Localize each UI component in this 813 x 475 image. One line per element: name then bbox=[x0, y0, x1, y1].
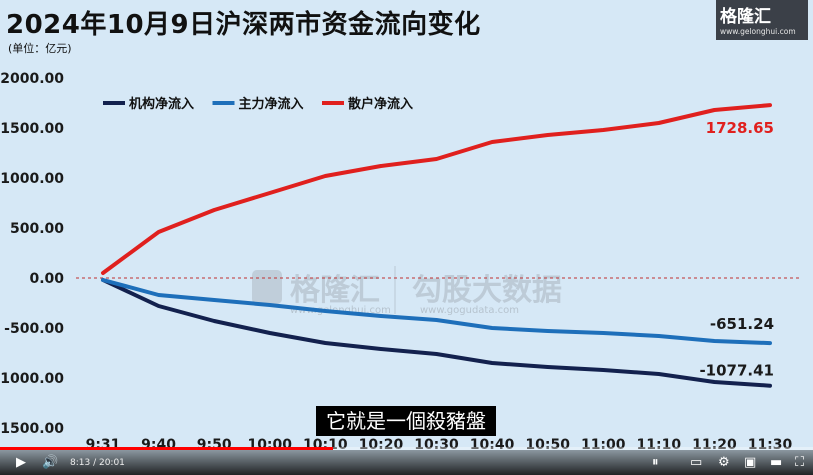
data-point-retail bbox=[268, 191, 272, 195]
watermark-partner-url: www.gogudata.com bbox=[420, 305, 519, 316]
autoplay-toggle-icon[interactable]: ⏸ bbox=[652, 455, 659, 470]
data-point-main_force bbox=[712, 339, 716, 343]
captions-icon[interactable]: ▭ bbox=[690, 455, 703, 470]
watermark-partner: 勾股大数据 bbox=[412, 273, 562, 308]
logo-url: www.gelonghui.com bbox=[720, 27, 796, 36]
end-value-label: -1077.41 bbox=[699, 362, 774, 380]
data-point-retail bbox=[435, 157, 438, 161]
video-progress-bar[interactable] bbox=[0, 447, 813, 450]
data-point-institution bbox=[379, 347, 383, 351]
data-point-institution bbox=[323, 341, 327, 345]
data-point-main_force bbox=[768, 341, 772, 345]
end-value-label: 1728.65 bbox=[706, 119, 774, 137]
data-point-retail bbox=[490, 140, 494, 144]
settings-gear-icon[interactable]: ⚙ bbox=[718, 455, 730, 470]
watermark-logo-icon bbox=[252, 270, 282, 304]
data-point-retail bbox=[712, 108, 716, 112]
data-point-institution bbox=[212, 319, 216, 323]
data-point-main_force bbox=[268, 303, 272, 307]
data-point-main_force bbox=[212, 298, 216, 302]
data-point-main_force bbox=[546, 329, 550, 333]
video-subtitle: 它就是一個殺豬盤 bbox=[316, 406, 496, 436]
y-tick-label: 2000.00 bbox=[0, 71, 64, 87]
play-icon[interactable]: ▶ bbox=[16, 455, 26, 470]
data-point-main_force bbox=[157, 293, 161, 297]
line-chart: 格隆汇 www.gelonghui.com 勾股大数据 www.gogudata… bbox=[0, 71, 800, 450]
y-tick-label: -1500.00 bbox=[0, 421, 64, 437]
watermark: 格隆汇 www.gelonghui.com 勾股大数据 www.gogudata… bbox=[252, 266, 562, 316]
data-point-retail bbox=[546, 133, 550, 137]
data-point-retail bbox=[601, 128, 605, 132]
x-tick-label: 11:00 bbox=[581, 437, 626, 450]
x-tick-label: 10:50 bbox=[525, 437, 570, 450]
x-tick-label: 10:00 bbox=[247, 437, 292, 450]
data-point-institution bbox=[657, 372, 661, 376]
data-point-main_force bbox=[490, 326, 494, 330]
legend-label: 散户净流入 bbox=[348, 96, 413, 112]
video-progress-fill bbox=[0, 447, 334, 450]
video-time: 8:13 / 20:01 bbox=[70, 458, 125, 468]
x-tick-label: 11:10 bbox=[637, 437, 682, 450]
legend-label: 机构净流入 bbox=[129, 96, 194, 112]
x-tick-label: 9:31 bbox=[86, 437, 121, 450]
data-point-institution bbox=[546, 365, 550, 369]
y-tick-label: -1000.00 bbox=[0, 371, 64, 387]
data-point-retail bbox=[101, 271, 105, 275]
legend-label: 主力净流入 bbox=[239, 96, 304, 112]
logo-text: 格隆汇 bbox=[720, 7, 771, 27]
data-point-main_force bbox=[657, 334, 661, 338]
x-tick-label: 11:20 bbox=[692, 437, 737, 450]
data-point-main_force bbox=[323, 309, 327, 313]
video-player-controls bbox=[0, 450, 813, 475]
y-tick-label: 500.00 bbox=[10, 221, 64, 237]
y-tick-label: 1500.00 bbox=[0, 121, 64, 137]
data-point-retail bbox=[657, 121, 661, 125]
x-tick-label: 10:20 bbox=[359, 437, 404, 450]
data-point-retail bbox=[212, 208, 216, 212]
y-tick-label: 0.00 bbox=[29, 271, 64, 287]
miniplayer-icon[interactable]: ▣ bbox=[744, 455, 757, 470]
end-value-label: -651.24 bbox=[710, 315, 774, 333]
x-tick-label: 10:10 bbox=[303, 437, 348, 450]
data-point-institution bbox=[268, 331, 272, 335]
theater-mode-icon[interactable]: ▬ bbox=[770, 455, 783, 470]
y-tick-label: 1000.00 bbox=[0, 171, 64, 187]
data-point-main_force bbox=[379, 314, 383, 318]
brand-logo: 格隆汇 www.gelonghui.com bbox=[716, 0, 808, 40]
data-point-retail bbox=[379, 164, 383, 168]
data-point-retail bbox=[157, 230, 161, 234]
unit-label: (单位：亿元) bbox=[8, 42, 72, 55]
data-point-main_force bbox=[435, 318, 438, 322]
volume-icon[interactable]: 🔊 bbox=[42, 455, 59, 470]
data-point-institution bbox=[768, 384, 772, 388]
series-line-retail bbox=[101, 103, 772, 275]
data-point-institution bbox=[157, 304, 161, 308]
data-point-institution bbox=[601, 368, 605, 372]
data-point-main_force bbox=[101, 278, 105, 282]
x-tick-label: 10:30 bbox=[414, 437, 459, 450]
data-point-retail bbox=[323, 174, 327, 178]
fullscreen-icon[interactable]: ⛶ bbox=[795, 455, 805, 470]
x-tick-label: 9:40 bbox=[141, 437, 176, 450]
data-point-institution bbox=[435, 352, 438, 356]
watermark-brand: 格隆汇 bbox=[290, 273, 380, 308]
data-point-retail bbox=[768, 103, 772, 107]
data-point-main_force bbox=[601, 331, 605, 335]
chart-title: 2024年10月9日沪深两市资金流向变化 bbox=[6, 10, 481, 40]
x-tick-label: 10:40 bbox=[470, 437, 515, 450]
y-tick-label: -500.00 bbox=[4, 321, 64, 337]
x-tick-label: 11:30 bbox=[748, 437, 793, 450]
x-tick-label: 9:50 bbox=[197, 437, 232, 450]
data-point-institution bbox=[490, 361, 494, 365]
data-point-institution bbox=[712, 380, 716, 384]
